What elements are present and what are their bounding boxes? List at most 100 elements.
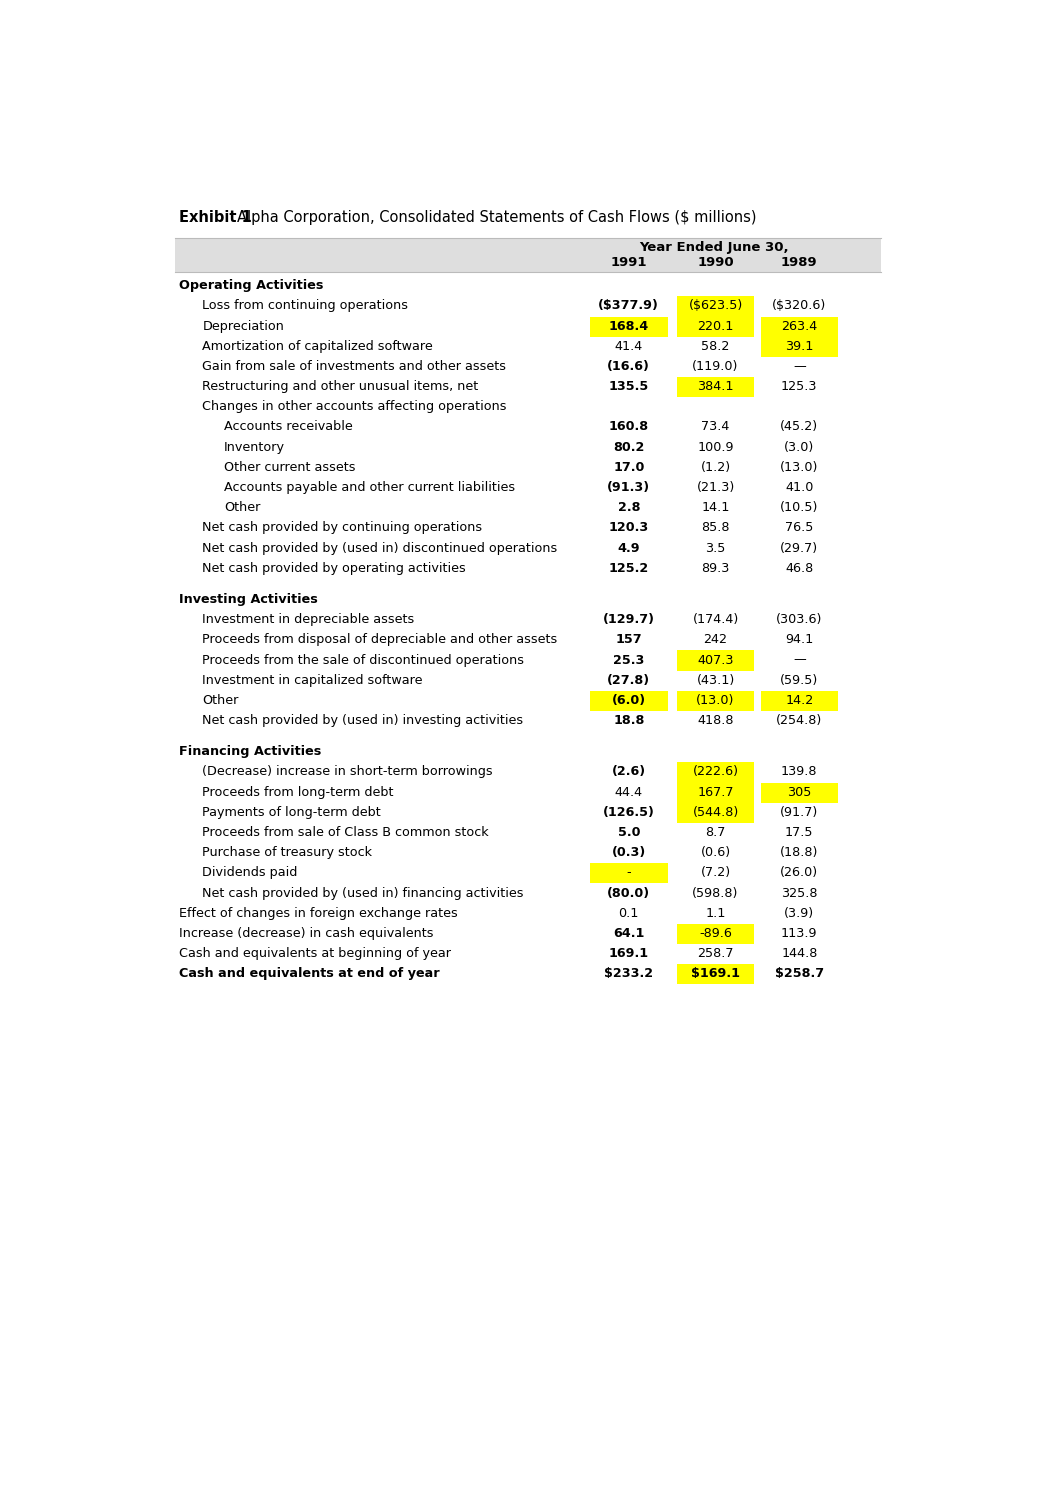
Text: 0.1: 0.1 [618,907,639,920]
Text: 1990: 1990 [698,256,734,270]
Text: -: - [627,866,631,880]
Text: (126.5): (126.5) [603,806,654,819]
Text: 168.4: 168.4 [609,319,649,333]
Text: Proceeds from sale of Class B common stock: Proceeds from sale of Class B common sto… [203,825,490,839]
Text: Restructuring and other unusual items, net: Restructuring and other unusual items, n… [203,380,479,393]
Text: 41.0: 41.0 [785,480,813,494]
Text: 17.0: 17.0 [613,461,645,474]
Text: 120.3: 120.3 [609,521,649,535]
Text: Financing Activities: Financing Activities [179,745,322,759]
Text: Net cash provided by continuing operations: Net cash provided by continuing operatio… [203,521,482,535]
Text: Net cash provided by (used in) discontinued operations: Net cash provided by (used in) discontin… [203,542,558,554]
FancyBboxPatch shape [676,762,754,783]
Text: (18.8): (18.8) [781,846,819,858]
Text: Accounts payable and other current liabilities: Accounts payable and other current liabi… [224,480,515,494]
Text: (3.9): (3.9) [784,907,815,920]
Text: Other: Other [224,501,260,514]
Text: (16.6): (16.6) [607,360,650,373]
Text: Cash and equivalents at end of year: Cash and equivalents at end of year [179,967,440,980]
FancyBboxPatch shape [676,651,754,670]
Text: (13.0): (13.0) [697,694,735,706]
Text: Dividends paid: Dividends paid [203,866,297,880]
Text: 135.5: 135.5 [609,380,649,393]
Text: Investment in depreciable assets: Investment in depreciable assets [203,613,415,626]
Text: (0.6): (0.6) [701,846,731,858]
Text: 325.8: 325.8 [781,887,818,899]
Text: (Decrease) increase in short-term borrowings: (Decrease) increase in short-term borrow… [203,765,493,779]
Text: Investment in capitalized software: Investment in capitalized software [203,673,423,687]
Text: 1.1: 1.1 [705,907,725,920]
Text: Payments of long-term debt: Payments of long-term debt [203,806,381,819]
Text: Net cash provided by operating activities: Net cash provided by operating activitie… [203,562,466,575]
FancyBboxPatch shape [590,316,668,337]
Text: (303.6): (303.6) [776,613,822,626]
Text: 139.8: 139.8 [781,765,818,779]
Text: (7.2): (7.2) [701,866,731,880]
Text: Exhibit 1: Exhibit 1 [179,209,252,224]
Text: $258.7: $258.7 [774,967,824,980]
FancyBboxPatch shape [760,316,838,337]
Text: 3.5: 3.5 [705,542,725,554]
FancyBboxPatch shape [760,691,838,711]
Text: (222.6): (222.6) [692,765,738,779]
Text: $233.2: $233.2 [604,967,653,980]
Text: -89.6: -89.6 [699,926,732,940]
Text: 76.5: 76.5 [785,521,813,535]
Text: (59.5): (59.5) [781,673,819,687]
Text: Amortization of capitalized software: Amortization of capitalized software [203,340,433,352]
Text: 169.1: 169.1 [609,947,649,959]
Text: Proceeds from the sale of discontinued operations: Proceeds from the sale of discontinued o… [203,654,525,667]
FancyBboxPatch shape [676,297,754,316]
Text: Investing Activities: Investing Activities [179,593,318,605]
Text: (13.0): (13.0) [781,461,819,474]
Text: 407.3: 407.3 [698,654,734,667]
Text: (26.0): (26.0) [781,866,819,880]
Text: Loss from continuing operations: Loss from continuing operations [203,300,409,312]
Text: Proceeds from long-term debt: Proceeds from long-term debt [203,786,394,798]
Text: Proceeds from disposal of depreciable and other assets: Proceeds from disposal of depreciable an… [203,634,558,646]
Text: 89.3: 89.3 [701,562,730,575]
Text: 4.9: 4.9 [617,542,640,554]
Text: (2.6): (2.6) [612,765,646,779]
Text: 17.5: 17.5 [785,825,813,839]
Text: 18.8: 18.8 [613,714,645,727]
Text: Cash and equivalents at beginning of year: Cash and equivalents at beginning of yea… [179,947,451,959]
Text: Changes in other accounts affecting operations: Changes in other accounts affecting oper… [203,401,507,413]
Text: (43.1): (43.1) [697,673,735,687]
Text: (21.3): (21.3) [697,480,735,494]
Text: 125.2: 125.2 [609,562,649,575]
Text: (1.2): (1.2) [701,461,731,474]
Text: 44.4: 44.4 [615,786,643,798]
Text: 58.2: 58.2 [701,340,730,352]
Text: 125.3: 125.3 [781,380,818,393]
Text: 41.4: 41.4 [615,340,643,352]
Text: Operating Activities: Operating Activities [179,279,324,292]
Text: 258.7: 258.7 [698,947,734,959]
Text: (174.4): (174.4) [692,613,739,626]
Text: Net cash provided by (used in) financing activities: Net cash provided by (used in) financing… [203,887,524,899]
Text: 384.1: 384.1 [698,380,734,393]
FancyBboxPatch shape [676,923,754,944]
Text: 2.8: 2.8 [617,501,640,514]
Text: ($320.6): ($320.6) [772,300,826,312]
Text: Increase (decrease) in cash equivalents: Increase (decrease) in cash equivalents [179,926,433,940]
Text: 418.8: 418.8 [698,714,734,727]
Text: (27.8): (27.8) [607,673,650,687]
Text: —: — [793,654,806,667]
Text: 14.2: 14.2 [785,694,813,706]
FancyBboxPatch shape [676,316,754,337]
Text: Net cash provided by (used in) investing activities: Net cash provided by (used in) investing… [203,714,524,727]
Text: (598.8): (598.8) [692,887,739,899]
Text: (91.7): (91.7) [781,806,819,819]
Text: 113.9: 113.9 [781,926,818,940]
Text: 80.2: 80.2 [613,441,645,453]
Text: (254.8): (254.8) [776,714,822,727]
Text: (91.3): (91.3) [607,480,650,494]
Text: 1989: 1989 [781,256,818,270]
Text: —: — [793,360,806,373]
Text: Other: Other [203,694,239,706]
Text: 94.1: 94.1 [785,634,813,646]
Text: (80.0): (80.0) [607,887,650,899]
Text: 85.8: 85.8 [701,521,730,535]
Text: (6.0): (6.0) [612,694,646,706]
